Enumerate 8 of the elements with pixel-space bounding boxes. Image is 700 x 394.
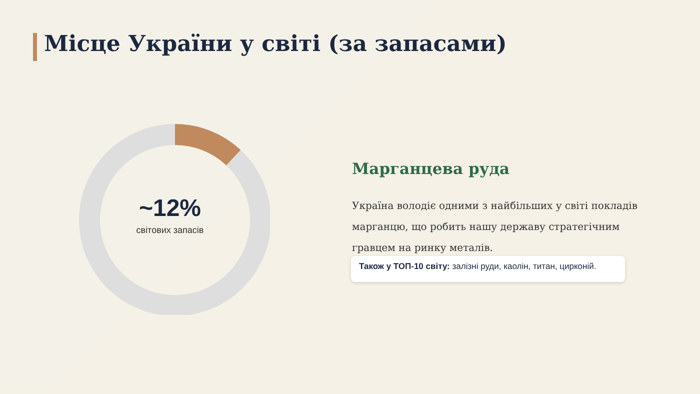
chart-title: Місце України у світі (за запасами) <box>44 31 507 57</box>
donut-slice <box>79 124 270 315</box>
text: ~12% <box>138 195 202 223</box>
text: Марганцева руда <box>352 159 510 178</box>
text: світових запасів <box>136 225 204 235</box>
donut-slice <box>175 124 241 166</box>
text: Також у ТОП-10 світу: залізні руди, каолін, титан, цирконій. <box>359 261 596 271</box>
text: Україна володіє одними з найбільших у світі покладів марганцю, що робить нашу державу стратегічним гравцем на ринку металів. <box>352 200 638 256</box>
